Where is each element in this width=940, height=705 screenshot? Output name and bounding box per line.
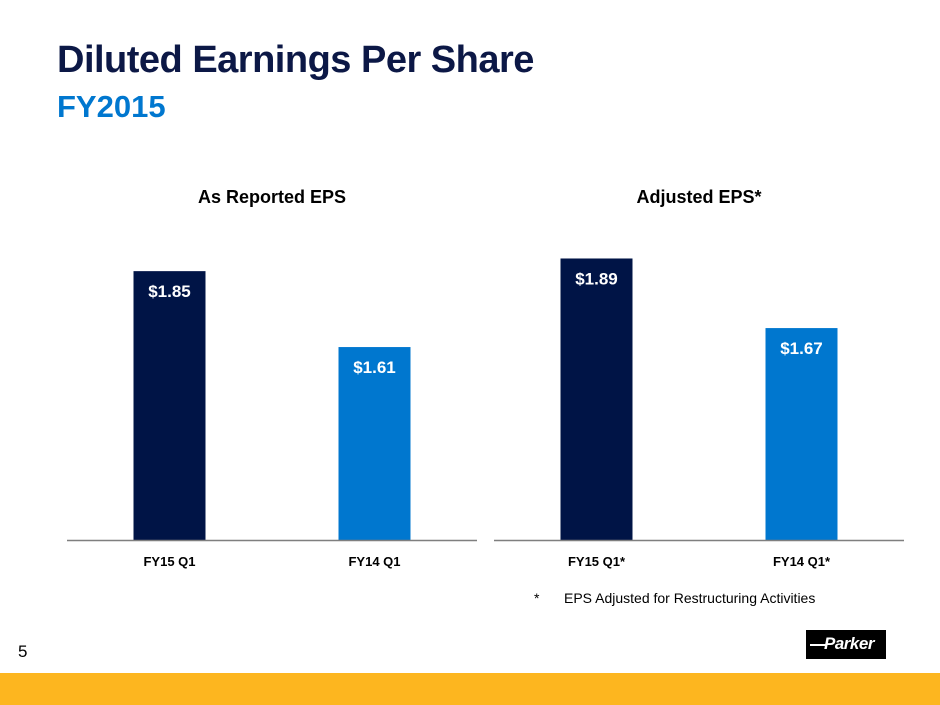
- footnote-text: EPS Adjusted for Restructuring Activitie…: [564, 590, 816, 606]
- footnote-marker: *: [534, 590, 540, 606]
- chart-title: Adjusted EPS*: [636, 187, 762, 207]
- adjusted-eps-plot: $1.89 FY15 Q1* $1.67 FY14 Q1*: [494, 258, 904, 569]
- x-tick-label: FY15 Q1*: [568, 554, 626, 569]
- logo-line: [810, 644, 826, 646]
- data-label: $1.85: [148, 282, 191, 301]
- footnote: * EPS Adjusted for Restructuring Activiti…: [534, 590, 815, 606]
- as-reported-eps-plot: $1.85 FY15 Q1 $1.61 FY14 Q1: [67, 271, 477, 569]
- adjusted-eps-chart: Adjusted EPS* $1.89 FY15 Q1* $1.67 FY14 Q1*: [494, 180, 904, 580]
- data-label: $1.67: [780, 339, 823, 358]
- data-label: $1.61: [353, 358, 396, 377]
- page-subtitle: FY2015: [57, 89, 166, 124]
- logo-text: Parker: [824, 634, 874, 653]
- parker-logo: Parker: [806, 630, 886, 659]
- bar-fy15-q1: [133, 271, 206, 540]
- page-title: Diluted Earnings Per Share: [57, 39, 534, 81]
- as-reported-eps-chart: As Reported EPS $1.85 FY15 Q1 $1.61 FY14 Q1: [67, 180, 477, 580]
- x-tick-label: FY15 Q1: [143, 554, 195, 569]
- x-tick-label: FY14 Q1: [348, 554, 400, 569]
- x-tick-label: FY14 Q1*: [773, 554, 831, 569]
- page-number: 5: [18, 642, 28, 661]
- data-label: $1.89: [575, 269, 618, 288]
- bar-fy14-q1: [338, 347, 411, 540]
- footer-band: [0, 673, 940, 705]
- bar-fy15-q1: [560, 258, 633, 540]
- bar-fy14-q1: [765, 328, 838, 540]
- chart-title: As Reported EPS: [197, 187, 347, 207]
